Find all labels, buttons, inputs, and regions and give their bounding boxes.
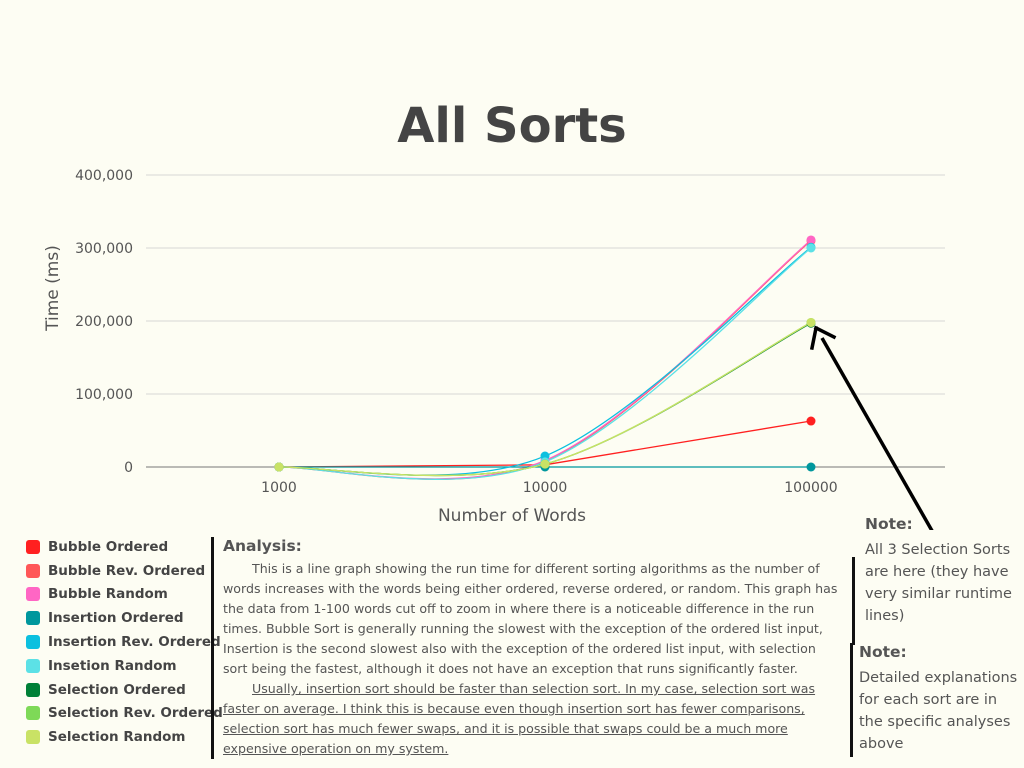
- data-point: [806, 416, 816, 426]
- chart-title: All Sorts: [397, 98, 627, 154]
- legend-item: Bubble Rev. Ordered: [26, 559, 223, 583]
- legend-item: Insetion Random: [26, 654, 223, 678]
- line-chart: 0 100,000 200,000 300,000 400,000 1000 10000 10…: [43, 168, 945, 530]
- note-text: All 3 Selection Sorts are here (they hav…: [865, 542, 1012, 624]
- x-axis-label: Number of Words: [438, 506, 586, 526]
- x-tick-label: 100000: [784, 480, 837, 496]
- legend-item: Insertion Ordered: [26, 606, 223, 630]
- note-heading: Note:: [859, 643, 907, 661]
- legend-item: Selection Random: [26, 725, 223, 749]
- legend-label: Insertion Rev. Ordered: [48, 634, 221, 651]
- analysis-panel: Analysis: This is a line graph showing t…: [211, 537, 841, 759]
- legend: Bubble Ordered Bubble Rev. Ordered Bubble …: [26, 535, 223, 749]
- y-axis-label: Time (ms): [43, 245, 63, 332]
- legend-swatch: [26, 611, 40, 626]
- legend-item: Bubble Ordered: [26, 535, 223, 559]
- legend-label: Bubble Random: [48, 586, 168, 603]
- data-point: [274, 462, 284, 472]
- note-heading: Note:: [865, 515, 913, 533]
- y-tick-label: 400,000: [75, 168, 133, 184]
- x-tick-label: 1000: [261, 480, 297, 496]
- data-point: [806, 243, 816, 253]
- analysis-paragraph-2: Usually, insertion sort should be faster…: [223, 681, 816, 756]
- legend-label: Selection Random: [48, 729, 186, 746]
- legend-item: Insertion Rev. Ordered: [26, 630, 223, 654]
- legend-swatch: [26, 682, 40, 697]
- legend-swatch: [26, 539, 40, 554]
- series-line: [278, 246, 812, 476]
- y-tick-label: 200,000: [75, 314, 133, 330]
- legend-label: Bubble Ordered: [48, 538, 169, 555]
- note-explanations: Note: Detailed explanations for each sor…: [850, 643, 1020, 757]
- legend-item: Selection Rev. Ordered: [26, 702, 223, 726]
- data-point: [806, 317, 816, 327]
- legend-label: Selection Ordered: [48, 681, 186, 698]
- analysis-text: This is a line graph showing the run tim…: [223, 559, 841, 759]
- legend-label: Insertion Ordered: [48, 610, 184, 627]
- y-tick-label: 300,000: [75, 241, 133, 257]
- legend-label: Insetion Random: [48, 657, 177, 674]
- analysis-paragraph-1: This is a line graph showing the run tim…: [223, 561, 838, 676]
- legend-label: Bubble Rev. Ordered: [48, 562, 206, 579]
- legend-swatch: [26, 730, 40, 745]
- data-point: [806, 462, 816, 472]
- note-text: Detailed explanations for each sort are …: [859, 670, 1018, 752]
- y-tick-label: 100,000: [75, 387, 133, 403]
- legend-swatch: [26, 658, 40, 673]
- note-divider: [852, 557, 855, 645]
- data-point: [540, 459, 550, 469]
- y-tick-label: 0: [124, 460, 133, 476]
- legend-swatch: [26, 587, 40, 602]
- analysis-heading: Analysis:: [223, 537, 302, 555]
- annotation-arrow-line: [820, 337, 934, 530]
- data-point: [806, 235, 816, 245]
- legend-item: Bubble Random: [26, 583, 223, 607]
- series-line: [278, 240, 812, 480]
- legend-swatch: [26, 563, 40, 578]
- series-line: [278, 239, 812, 480]
- legend-label: Selection Rev. Ordered: [48, 705, 223, 722]
- note-selection-sorts: Note: All 3 Selection Sorts are here (th…: [852, 515, 1017, 645]
- x-tick-label: 10000: [523, 480, 568, 496]
- legend-swatch: [26, 706, 40, 721]
- legend-swatch: [26, 635, 40, 650]
- series-line: [278, 247, 812, 480]
- annotation-arrow-head: [809, 325, 837, 351]
- legend-item: Selection Ordered: [26, 678, 223, 702]
